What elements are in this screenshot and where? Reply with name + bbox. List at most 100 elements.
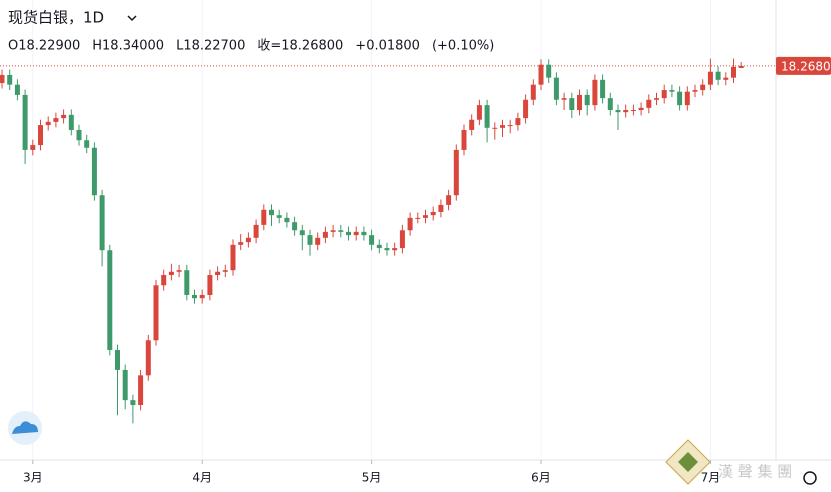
candle-body [261, 209, 267, 225]
plot-area [0, 0, 776, 460]
candle-body [661, 90, 667, 99]
candle-body [338, 230, 344, 232]
candle-body [577, 94, 582, 111]
candle-body [353, 231, 359, 236]
candle-body [523, 99, 529, 119]
candle-body [130, 400, 136, 405]
price-label: 18.2680 [781, 59, 831, 73]
candle-body [153, 285, 159, 341]
candle-body [738, 65, 744, 69]
candle-body [14, 84, 20, 95]
candle-body [68, 114, 74, 130]
candle-body [630, 110, 636, 112]
candle-body [654, 98, 659, 100]
candle-body [446, 195, 452, 205]
candle-body [623, 110, 629, 113]
candle-body [723, 77, 729, 80]
candle-body [276, 215, 282, 218]
candle-body [168, 271, 174, 276]
ohlc-value: 收=18.26800 [257, 39, 343, 54]
x-tick-label: 5月 [362, 471, 382, 485]
candle-body [0, 74, 5, 84]
candle-body [230, 244, 236, 271]
candle-body [61, 114, 67, 119]
candle-body [615, 110, 621, 113]
candle-body [245, 237, 251, 243]
candle-body [269, 209, 274, 216]
interval-chevron[interactable] [127, 15, 137, 22]
candle-body [546, 64, 552, 78]
candle-body [292, 222, 298, 231]
candle-body [369, 235, 375, 245]
candle-body [215, 271, 221, 276]
candle-body [107, 250, 113, 350]
candle-body [515, 118, 521, 126]
price-label-bg [776, 56, 831, 75]
candle-body [22, 94, 28, 150]
candle-body [199, 294, 205, 299]
candle-body [677, 91, 683, 106]
candle-body [646, 99, 652, 108]
candle-body [430, 211, 436, 216]
candle-body [684, 91, 690, 106]
candle-body [453, 149, 459, 196]
candle-body [476, 105, 482, 120]
candle-body [530, 84, 536, 100]
candle-body [299, 230, 305, 236]
candle-body [207, 275, 213, 295]
candle-body [53, 118, 59, 122]
settings-icon[interactable] [803, 471, 817, 485]
watermark-text: 漢 聲 集 團 [718, 463, 792, 481]
ohlc-value: (+0.10%) [432, 39, 494, 54]
watermark-logo-inner [678, 452, 698, 472]
candle-body [469, 119, 475, 130]
candle-body [553, 77, 559, 100]
candle-body [238, 242, 244, 245]
ohlc-value: L18.22700 [176, 39, 245, 54]
x-tick-label: 4月 [192, 471, 212, 485]
candle-body [561, 98, 567, 100]
symbol-title[interactable]: 现货白银，1D [8, 9, 104, 27]
candle-body [38, 125, 43, 146]
candle-body [707, 71, 713, 85]
candle-body [423, 215, 428, 218]
x-tick-label: 6月 [531, 471, 551, 485]
candle-body [91, 147, 97, 196]
candle-body [607, 98, 613, 111]
candle-body [715, 71, 721, 80]
candle-body [538, 64, 544, 85]
candle-body [600, 79, 606, 99]
candle-body [569, 98, 575, 111]
ohlc-value: +0.01800 [355, 39, 420, 54]
candle-body [192, 294, 197, 299]
candle-body [592, 79, 598, 106]
x-tick-label: 3月 [23, 471, 43, 485]
candle-body [84, 140, 90, 148]
candle-body [145, 340, 151, 376]
ohlc-value: O18.22900 [8, 39, 80, 54]
candle-body [253, 224, 259, 238]
candle-body [438, 204, 444, 212]
candle-body [399, 230, 405, 249]
candle-body [361, 231, 367, 236]
candle-body [122, 369, 128, 401]
candle-body [638, 107, 644, 111]
candle-body [161, 275, 167, 286]
candle-body [492, 127, 498, 129]
candle-body [507, 125, 513, 127]
candle-body [700, 84, 706, 91]
candle-body [731, 66, 736, 78]
candle-body [7, 74, 13, 85]
candle-body [407, 217, 413, 231]
candle-body [315, 237, 321, 245]
candle-body [484, 105, 490, 128]
candle-body [99, 195, 105, 251]
candle-body [284, 217, 290, 223]
candle-body [222, 270, 228, 272]
candle-body [330, 230, 336, 232]
candle-body [669, 90, 675, 92]
candle-body [384, 248, 390, 251]
candle-body [138, 375, 144, 405]
